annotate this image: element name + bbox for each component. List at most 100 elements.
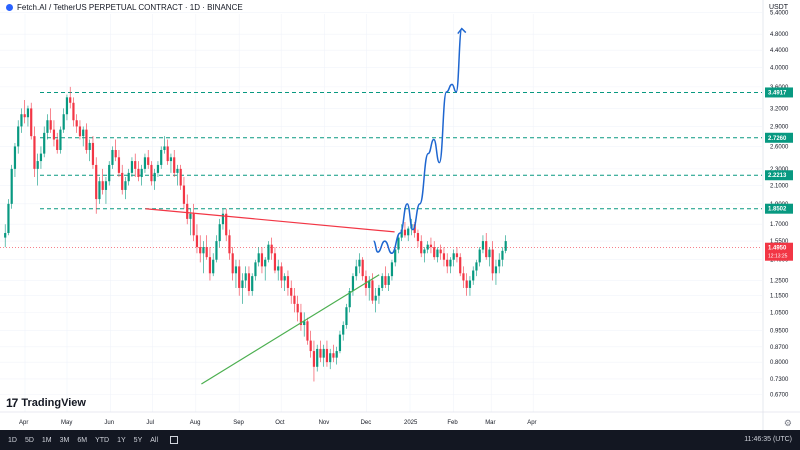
candle-body (111, 149, 114, 165)
time-tick-label: Jul (146, 420, 154, 426)
candle-body (390, 262, 394, 277)
candle-body (163, 146, 166, 150)
candle-body (403, 229, 407, 236)
price-tick-label: 0.8000 (770, 360, 789, 366)
time-tick-label: Dec (361, 420, 372, 426)
candle-body (221, 213, 225, 225)
candle-body (88, 142, 91, 150)
candle-body (208, 257, 212, 274)
candle-body (264, 259, 267, 267)
candle-body (283, 276, 286, 281)
candle-body (75, 120, 78, 127)
candle-body (416, 233, 420, 242)
calendar-icon[interactable] (170, 436, 179, 444)
candle-body (394, 249, 397, 263)
candle-body (468, 280, 472, 288)
candle-body (43, 132, 46, 154)
price-tick-label: 5.4000 (770, 11, 789, 17)
candle-body (215, 241, 218, 260)
candle-body (481, 241, 485, 250)
candle-body (82, 129, 85, 137)
candle-body (332, 353, 335, 358)
tradingview-logo: 17 TradingView (6, 396, 86, 410)
candle-body (299, 312, 303, 326)
candle-body (108, 164, 111, 182)
candle-body (143, 157, 147, 169)
candle-body (153, 172, 156, 182)
candle-body (407, 228, 410, 236)
candle-body (293, 295, 296, 304)
candle-body (491, 249, 494, 274)
candle-body (429, 244, 433, 248)
symbol-logo-icon (6, 4, 13, 11)
candle-body (364, 276, 368, 288)
timeframe-6m-button[interactable]: 6M (77, 436, 88, 444)
candle-body (160, 149, 163, 165)
candle-body (306, 321, 309, 341)
candle-body (381, 276, 384, 288)
price-tick-label: 2.6000 (770, 144, 789, 150)
candle-body (17, 126, 20, 147)
gear-icon[interactable]: ⚙ (783, 418, 792, 428)
candle-body (426, 244, 429, 250)
time-tick-label: Apr (527, 420, 536, 426)
bottom-toolbar: 1D 5D 1M 3M 6M YTD 1Y 5Y All 11:46:35 (U… (0, 430, 800, 450)
price-tick-label: 3.2000 (770, 106, 789, 112)
candle-body (137, 168, 140, 178)
candle-body (472, 270, 475, 281)
candle-body (387, 276, 390, 285)
time-tick-label: Oct (275, 420, 285, 426)
candle-body (52, 129, 56, 140)
candle-body (355, 266, 358, 277)
timeframe-all-button[interactable]: All (150, 436, 159, 444)
price-tick-label: 0.8700 (770, 345, 789, 351)
candle-body (342, 325, 345, 335)
candle-body (192, 213, 195, 236)
timeframe-1y-button[interactable]: 1Y (117, 436, 126, 444)
timeframe-5d-button[interactable]: 5D (24, 436, 34, 444)
candle-body (7, 203, 10, 234)
current-price-label: 1.4950 (768, 246, 787, 252)
candle-body (62, 114, 65, 130)
candle-body (267, 244, 270, 260)
currency-label[interactable]: USDT (768, 4, 788, 11)
candle-body (156, 164, 160, 173)
candle-body (312, 351, 316, 367)
level-price-label: 2.7260 (768, 136, 787, 142)
timeframe-ytd-button[interactable]: YTD (95, 436, 110, 444)
candle-body (498, 259, 501, 267)
candle-body (446, 259, 449, 267)
candle-body (488, 249, 491, 258)
candle-body (436, 249, 439, 258)
timeframe-3m-button[interactable]: 3M (59, 436, 70, 444)
candle-body (20, 114, 23, 127)
candle-body (290, 287, 293, 296)
candle-body (273, 253, 277, 271)
time-tick-label: Sep (233, 420, 244, 426)
timeframe-1d-button[interactable]: 1D (8, 436, 17, 444)
candle-body (462, 273, 465, 281)
candle-body (10, 168, 13, 204)
candle-body (130, 161, 134, 173)
candle-body (277, 266, 280, 271)
candle-body (189, 213, 192, 219)
candle-body (147, 157, 150, 165)
level-price-label: 3.4917 (768, 90, 787, 96)
timeframe-5y-button[interactable]: 5Y (133, 436, 143, 444)
candle-body (186, 203, 189, 219)
candle-body (101, 181, 104, 190)
tradingview-mark-icon: 17 (6, 396, 18, 410)
candle-body (322, 348, 325, 358)
candle-body (433, 247, 436, 258)
utc-clock[interactable]: 11:46:35 (UTC) (744, 436, 792, 443)
time-tick-label: Mar (485, 420, 495, 426)
timeframe-1m-button[interactable]: 1M (41, 436, 52, 444)
chart-title: Fetch.AI / TetherUS PERPETUAL CONTRACT ·… (17, 3, 243, 12)
tradingview-name: TradingView (21, 397, 86, 409)
candle-body (231, 253, 234, 274)
candle-body (199, 247, 202, 254)
candle-body (56, 139, 59, 150)
candle-body (286, 276, 290, 288)
candle-body (368, 280, 371, 288)
